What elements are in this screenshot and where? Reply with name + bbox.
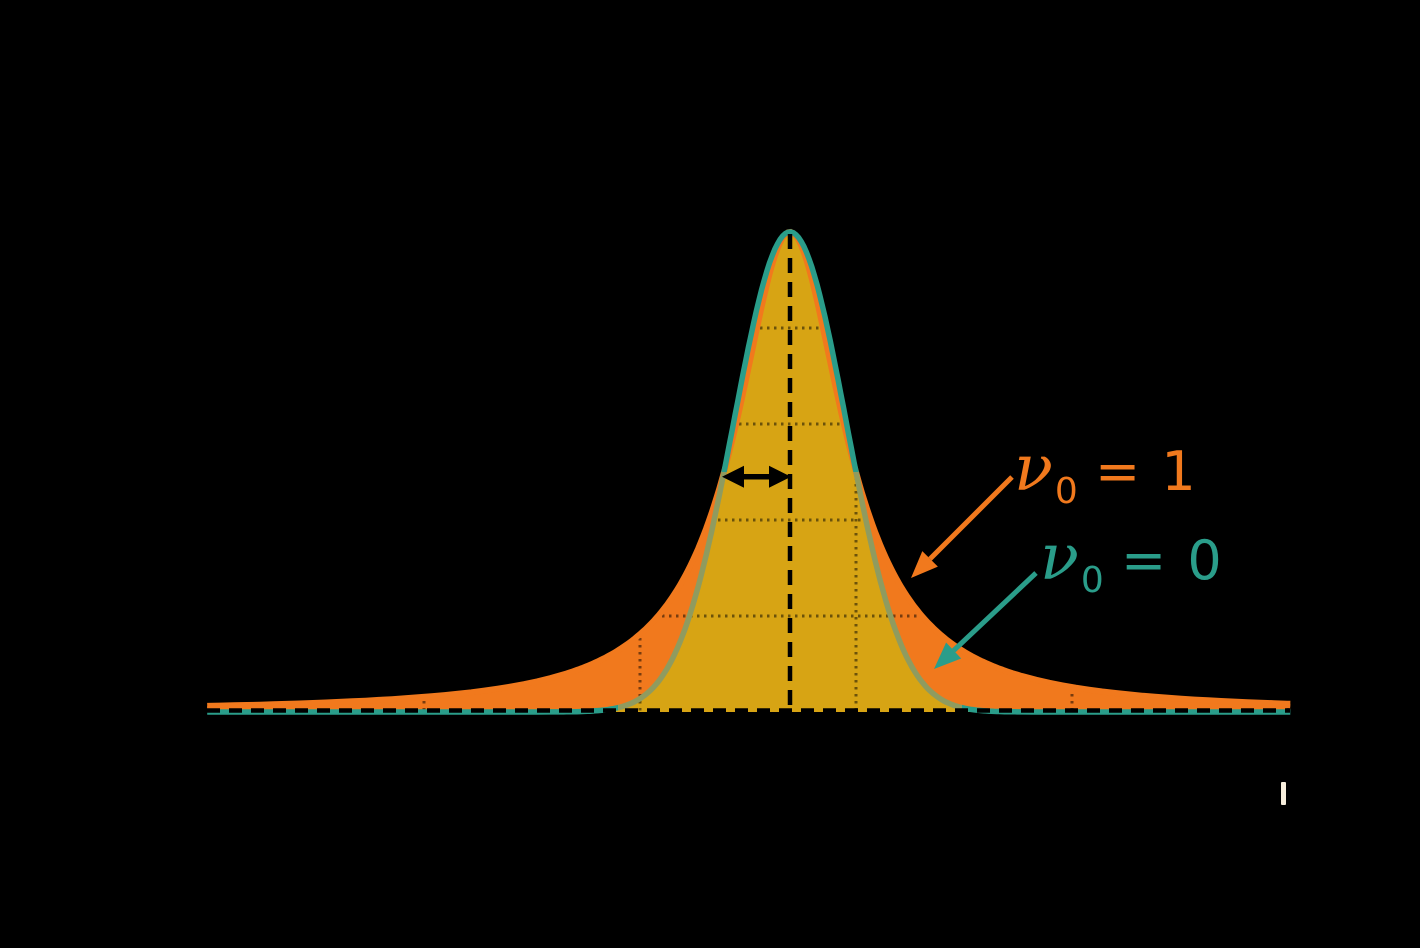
label-value: = 1: [1075, 440, 1198, 503]
arrow-shaft: [928, 475, 1014, 561]
nu-subscript: 0: [1080, 560, 1104, 601]
gaussian-fill: [207, 232, 1291, 712]
label-value: = 0: [1101, 529, 1224, 592]
arrow-shaft: [951, 571, 1038, 653]
nu-subscript: 0: [1054, 471, 1078, 512]
arrowhead: [911, 551, 938, 578]
gaussian-annotation-arrow: [934, 571, 1038, 669]
x-axis-tick: [1281, 782, 1286, 805]
lorentzian-annotation-arrow: [911, 475, 1014, 578]
nu-symbol: ν: [1014, 432, 1053, 506]
arrowhead-left: [722, 465, 744, 488]
arrowhead: [934, 642, 962, 669]
hwhm-double-arrow: [722, 465, 791, 488]
nu-symbol: ν: [1040, 521, 1079, 595]
arrowhead-right: [769, 465, 791, 488]
